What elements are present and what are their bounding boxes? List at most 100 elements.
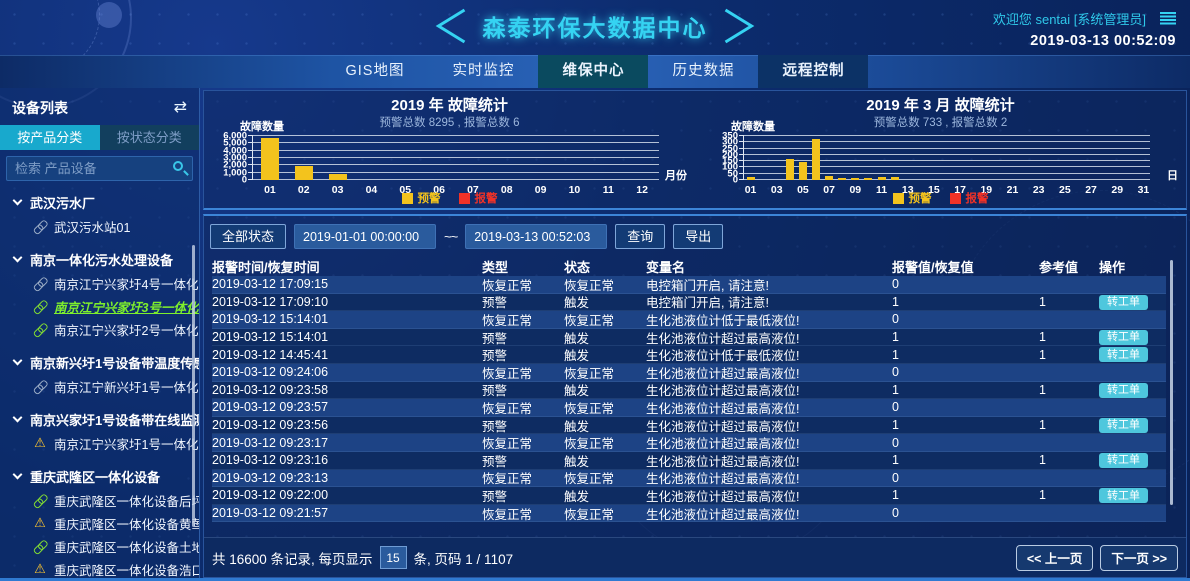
page-size-input[interactable]	[379, 546, 407, 569]
tree-device-item[interactable]: 南京江宁兴家圩2号一体化设备	[0, 318, 199, 341]
cell-type: 恢复正常	[482, 401, 533, 416]
tree-group-label: 南京新兴圩1号设备带温度传感器	[30, 356, 199, 371]
tree-device-label: 武汉污水站01	[54, 221, 131, 235]
table-row: 2019-03-12 09:21:57 恢复正常 恢复正常 生化池液位计超过最高液位!…	[212, 504, 1166, 523]
tree-device-label: 南京江宁兴家圩4号一体化设备	[54, 278, 199, 292]
x-tick-label: 04	[365, 184, 378, 196]
tab-by-product[interactable]: 按产品分类	[0, 125, 100, 150]
legend-label: 报警	[965, 193, 989, 205]
tree-device-item[interactable]: 重庆武隆区一体化设备土地站	[0, 535, 199, 558]
tree-device-item[interactable]: 重庆武隆区一体化设备后坪站	[0, 489, 199, 512]
table-row: 2019-03-12 15:14:01 恢复正常 恢复正常 生化池液位计低于最低液位!…	[212, 311, 1166, 329]
device-search-input[interactable]	[6, 156, 193, 181]
cell-action: 转工单	[1099, 488, 1166, 504]
link-icon	[30, 537, 49, 556]
cell-value: 0	[892, 312, 899, 327]
nav-tab-4[interactable]: 远程控制	[758, 55, 869, 88]
column-header: 类型	[482, 259, 509, 275]
tree-device-label: 南京江宁新兴圩1号一体化设备	[54, 381, 199, 395]
legend-label: 预警	[908, 193, 932, 205]
sidebar-tabs: 按产品分类 按状态分类	[0, 125, 199, 150]
sidebar-scrollbar[interactable]	[192, 245, 195, 527]
table-row: 2019-03-12 09:24:06 恢复正常 恢复正常 生化池液位计超过最高液位!…	[212, 363, 1166, 382]
table-scrollbar[interactable]	[1170, 260, 1173, 505]
cell-value: 1	[892, 488, 899, 503]
tree-device-item[interactable]: ⚠ 重庆武隆区一体化设备黄莺站	[0, 512, 199, 535]
next-page-button[interactable]: 下一页 >>	[1100, 544, 1178, 571]
tree-device-item[interactable]: 南京江宁兴家圩3号一体化设备	[0, 295, 199, 318]
export-button[interactable]: 导出	[673, 224, 724, 249]
cell-value: 1	[892, 453, 899, 468]
filter-bar: 全部状态 ~~ 查询 导出	[210, 224, 724, 249]
nav-tab-1[interactable]: 实时监控	[452, 63, 515, 79]
table-row: 2019-03-12 09:23:16 预警 触发 生化池液位计超过最高液位! 1 1 转工…	[212, 451, 1166, 470]
swap-icon[interactable]: ⇄	[173, 98, 187, 116]
chart-year-faults: 2019 年 故障统计 预警总数 8295 , 报警总数 6 故障数量 0 1,0…	[204, 91, 695, 208]
date-from-input[interactable]	[294, 224, 437, 249]
link-broken-icon	[30, 377, 49, 396]
tree-group-header[interactable]: 重庆武隆区一体化设备	[0, 464, 199, 489]
cell-ref: 1	[1039, 294, 1046, 309]
cell-status: 触发	[564, 384, 590, 399]
x-tick-label: 21	[1006, 184, 1019, 196]
tree-device-item[interactable]: 南京江宁新兴圩1号一体化设备	[0, 375, 199, 398]
tree-device-item[interactable]: ⚠ 南京江宁兴家圩1号一体化设备	[0, 432, 199, 455]
transfer-workorder-button[interactable]: 转工单	[1099, 452, 1148, 468]
alarm-records-panel: 全部状态 ~~ 查询 导出 报警时间/恢复时间 类型 状态 变量名 报警值/恢复值 参考值…	[203, 214, 1187, 578]
nav-tab-0[interactable]: GIS地图	[345, 63, 405, 79]
nav-tab-2[interactable]: 维保中心	[538, 55, 649, 88]
cell-status: 恢复正常	[564, 437, 615, 452]
tree-group-header[interactable]: 南京兴家圩1号设备带在线监测	[0, 407, 199, 432]
tree-group-header[interactable]: 南京一体化污水处理设备	[0, 247, 199, 272]
cell-ref: 1	[1039, 418, 1046, 433]
tree-device-label: 南京江宁兴家圩3号一体化设备	[54, 301, 199, 315]
transfer-workorder-button[interactable]: 转工单	[1099, 329, 1148, 345]
status-filter-button[interactable]: 全部状态	[210, 224, 287, 249]
x-tick-label: 12	[636, 184, 648, 196]
bar-预警-09	[851, 178, 860, 180]
x-tick-label: 11	[602, 184, 614, 196]
tree-device-item[interactable]: 南京江宁兴家圩4号一体化设备	[0, 272, 199, 295]
tree-device-item[interactable]: 武汉污水站01	[0, 215, 199, 238]
prev-page-button[interactable]: << 上一页	[1015, 544, 1094, 571]
transfer-workorder-button[interactable]: 转工单	[1099, 294, 1148, 310]
tree-group: 重庆武隆区一体化设备重庆武隆区一体化设备后坪站 ⚠ 重庆武隆区一体化设备黄莺站重庆武…	[0, 464, 199, 581]
nav-tab-3[interactable]: 历史数据	[672, 63, 735, 79]
column-header: 报警值/恢复值	[892, 259, 974, 275]
title-left-decoration	[306, 8, 466, 44]
chart-subtitle: 预警总数 8295 , 报警总数 6	[379, 117, 520, 129]
cell-ref: 1	[1039, 382, 1046, 397]
y-tick-label: 350	[722, 130, 738, 142]
cell-time: 2019-03-12 09:22:00	[212, 488, 329, 503]
transfer-workorder-button[interactable]: 转工单	[1099, 417, 1148, 433]
cell-type: 预警	[482, 296, 508, 311]
tab-by-status[interactable]: 按状态分类	[99, 125, 199, 150]
transfer-workorder-button[interactable]: 转工单	[1099, 382, 1148, 398]
cell-action: 转工单	[1099, 417, 1166, 433]
query-button[interactable]: 查询	[615, 224, 666, 249]
search-icon[interactable]	[173, 161, 183, 171]
chart-plot-area: 0 50 100 150 200 250 300 350 01 03 05 07 09 11 13 15 17 1…	[722, 131, 1150, 196]
x-tick-label: 01	[264, 184, 276, 196]
legend-item: 预警	[892, 190, 932, 206]
sidebar-title: 设备列表	[12, 99, 68, 116]
legend-swatch	[458, 192, 470, 204]
x-tick-label: 09	[534, 184, 547, 196]
tree-group-header[interactable]: 武汉污水厂	[0, 190, 199, 215]
transfer-workorder-button[interactable]: 转工单	[1099, 488, 1148, 504]
date-to-input[interactable]	[465, 224, 608, 249]
chart-month-faults: 2019 年 3 月 故障统计 预警总数 733 , 报警总数 2 故障数量 0…	[695, 91, 1186, 208]
table-header-row: 报警时间/恢复时间 类型 状态 变量名 报警值/恢复值 参考值 操作	[212, 256, 1166, 276]
link-broken-icon	[30, 274, 49, 293]
y-tick-label: 50	[727, 168, 738, 180]
list-icon[interactable]	[1160, 12, 1176, 25]
tree-device-item[interactable]: ⚠ 重庆武隆区一体化设备浩口站	[0, 558, 199, 581]
cell-time: 2019-03-12 15:14:01	[212, 312, 329, 327]
tree-group-header[interactable]: 南京新兴圩1号设备带温度传感器	[0, 350, 199, 375]
x-tick-label: 09	[849, 184, 862, 196]
cell-type: 预警	[482, 331, 508, 346]
cell-action: 转工单	[1099, 329, 1166, 345]
transfer-workorder-button[interactable]: 转工单	[1099, 347, 1148, 363]
page-title: 森泰环保大数据中心	[482, 15, 708, 41]
bar-预警-04	[785, 158, 794, 180]
